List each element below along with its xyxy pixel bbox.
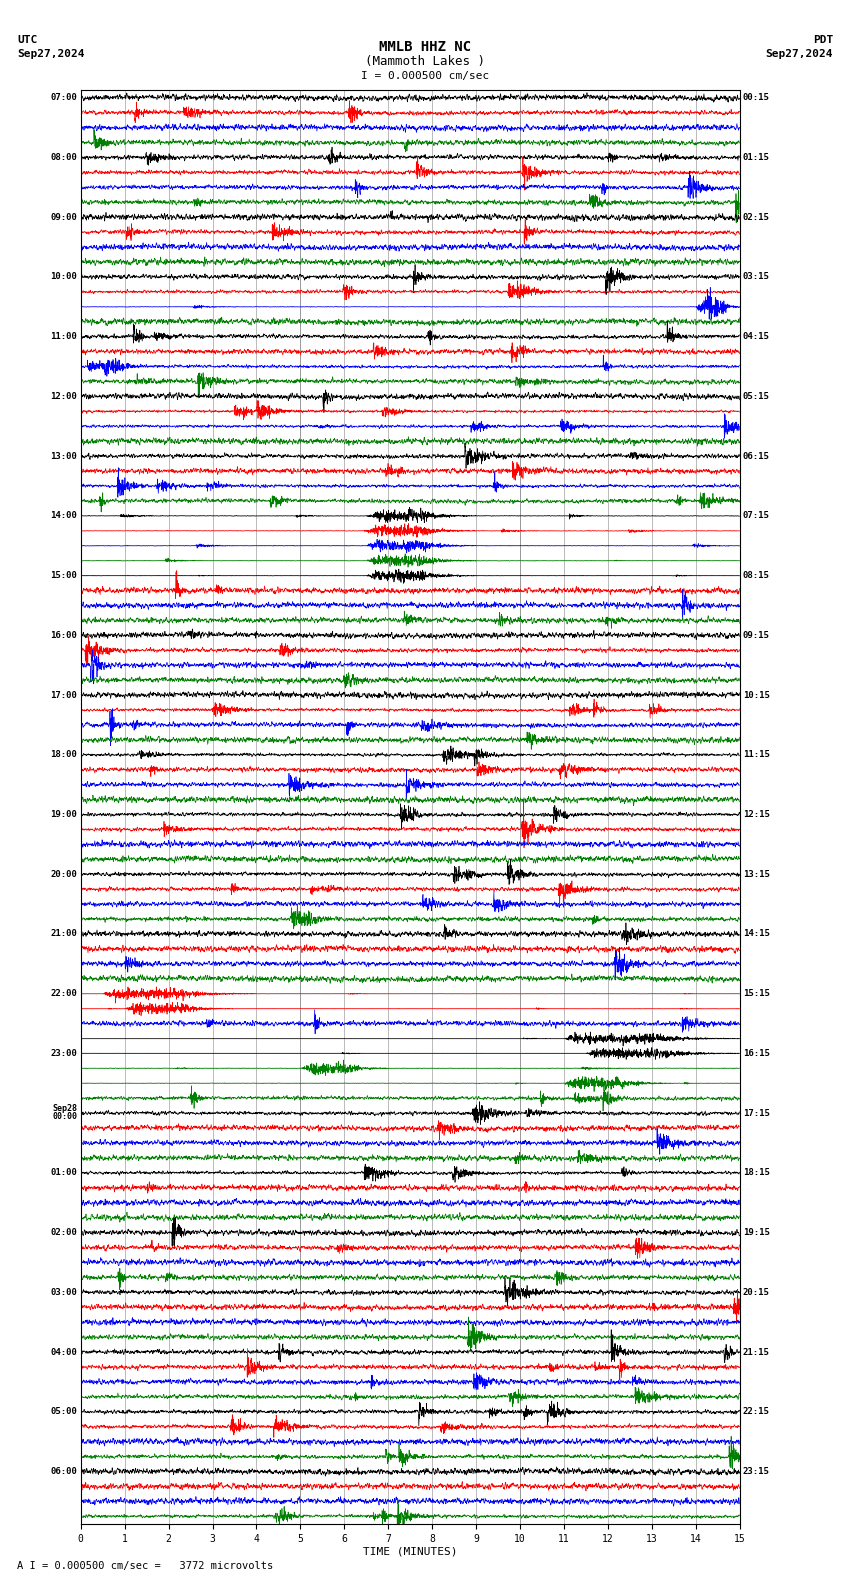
Text: PDT: PDT [813, 35, 833, 44]
Text: 03:15: 03:15 [743, 272, 769, 282]
Text: 00:00: 00:00 [53, 1112, 77, 1120]
Text: (Mammoth Lakes ): (Mammoth Lakes ) [365, 55, 485, 68]
Text: 20:00: 20:00 [51, 870, 77, 879]
Text: 08:15: 08:15 [743, 572, 769, 580]
Text: 17:15: 17:15 [743, 1109, 769, 1118]
Text: 11:00: 11:00 [51, 333, 77, 341]
Text: 12:00: 12:00 [51, 391, 77, 401]
Text: 06:00: 06:00 [51, 1467, 77, 1476]
Text: 13:00: 13:00 [51, 451, 77, 461]
Text: MMLB HHZ NC: MMLB HHZ NC [379, 40, 471, 54]
Text: 14:00: 14:00 [51, 512, 77, 521]
Text: 10:00: 10:00 [51, 272, 77, 282]
Text: 23:00: 23:00 [51, 1049, 77, 1058]
Text: 03:00: 03:00 [51, 1288, 77, 1297]
Text: 00:15: 00:15 [743, 93, 769, 103]
Text: 16:00: 16:00 [51, 630, 77, 640]
Text: Sep27,2024: Sep27,2024 [17, 49, 84, 59]
Text: 22:15: 22:15 [743, 1407, 769, 1416]
Text: 21:00: 21:00 [51, 930, 77, 938]
Text: I = 0.000500 cm/sec: I = 0.000500 cm/sec [361, 71, 489, 81]
Text: 01:00: 01:00 [51, 1169, 77, 1177]
Text: 20:15: 20:15 [743, 1288, 769, 1297]
Text: 21:15: 21:15 [743, 1348, 769, 1356]
Text: 01:15: 01:15 [743, 154, 769, 162]
Text: 18:00: 18:00 [51, 751, 77, 759]
Text: Sep28: Sep28 [53, 1104, 77, 1114]
Text: 07:00: 07:00 [51, 93, 77, 103]
Text: 22:00: 22:00 [51, 988, 77, 998]
Text: A I = 0.000500 cm/sec =   3772 microvolts: A I = 0.000500 cm/sec = 3772 microvolts [17, 1562, 273, 1571]
Text: Sep27,2024: Sep27,2024 [766, 49, 833, 59]
Text: 08:00: 08:00 [51, 154, 77, 162]
Text: 19:00: 19:00 [51, 809, 77, 819]
Text: 23:15: 23:15 [743, 1467, 769, 1476]
Text: 02:15: 02:15 [743, 212, 769, 222]
Text: 07:15: 07:15 [743, 512, 769, 521]
Text: 14:15: 14:15 [743, 930, 769, 938]
Text: 09:00: 09:00 [51, 212, 77, 222]
Text: 02:00: 02:00 [51, 1228, 77, 1237]
Text: 11:15: 11:15 [743, 751, 769, 759]
Text: 06:15: 06:15 [743, 451, 769, 461]
Text: 15:00: 15:00 [51, 572, 77, 580]
Text: 17:00: 17:00 [51, 691, 77, 700]
Text: 04:00: 04:00 [51, 1348, 77, 1356]
X-axis label: TIME (MINUTES): TIME (MINUTES) [363, 1546, 457, 1557]
Text: 19:15: 19:15 [743, 1228, 769, 1237]
Text: UTC: UTC [17, 35, 37, 44]
Text: 15:15: 15:15 [743, 988, 769, 998]
Text: 18:15: 18:15 [743, 1169, 769, 1177]
Text: 12:15: 12:15 [743, 809, 769, 819]
Text: 04:15: 04:15 [743, 333, 769, 341]
Text: 05:15: 05:15 [743, 391, 769, 401]
Text: 13:15: 13:15 [743, 870, 769, 879]
Text: 10:15: 10:15 [743, 691, 769, 700]
Text: 09:15: 09:15 [743, 630, 769, 640]
Text: 16:15: 16:15 [743, 1049, 769, 1058]
Text: 05:00: 05:00 [51, 1407, 77, 1416]
